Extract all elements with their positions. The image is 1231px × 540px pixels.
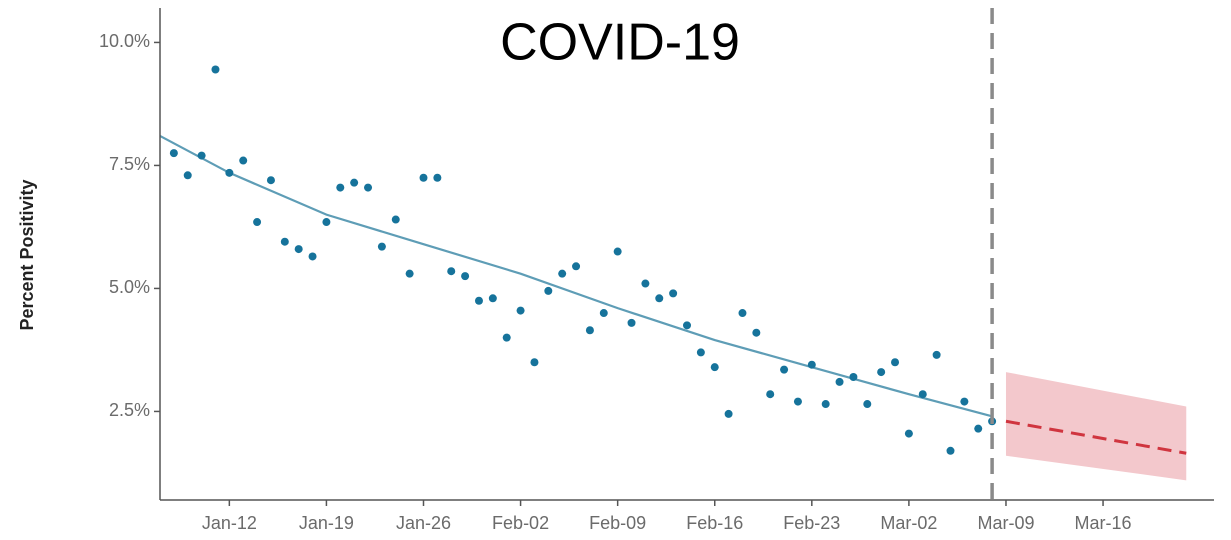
forecast-line — [1005, 419, 1187, 455]
trend-line — [159, 134, 993, 418]
y-axis-label: Percent Positivity — [17, 179, 37, 330]
y-tick-label: 2.5% — [109, 400, 150, 420]
data-point — [294, 245, 303, 254]
data-point — [572, 262, 581, 271]
data-point — [169, 149, 178, 158]
y-tick-label: 5.0% — [109, 277, 150, 297]
data-point — [904, 429, 913, 438]
data-point — [974, 424, 983, 433]
data-point — [738, 309, 747, 318]
y-tick-label: 7.5% — [109, 154, 150, 174]
data-point — [877, 368, 886, 377]
data-point — [599, 309, 608, 318]
data-point — [891, 358, 900, 367]
data-point — [183, 171, 192, 180]
data-point — [280, 237, 289, 246]
data-point — [780, 365, 789, 374]
data-point — [821, 400, 830, 409]
data-point — [502, 333, 511, 342]
data-point — [405, 269, 414, 278]
data-point — [613, 247, 622, 256]
data-point — [197, 151, 206, 160]
data-point — [419, 173, 428, 182]
data-point — [807, 360, 816, 369]
data-point — [516, 306, 525, 315]
data-point — [530, 358, 539, 367]
data-point — [752, 328, 761, 337]
data-point — [766, 390, 775, 399]
data-point — [474, 296, 483, 305]
data-point — [211, 65, 220, 74]
data-point — [391, 215, 400, 224]
data-point — [350, 178, 359, 187]
data-point — [710, 363, 719, 372]
data-point — [461, 272, 470, 281]
data-point — [308, 252, 317, 261]
chart-title: COVID-19 — [500, 14, 740, 72]
data-point — [655, 294, 664, 303]
data-point — [322, 218, 331, 227]
data-point — [835, 377, 844, 386]
x-tick-label: Jan-26 — [396, 513, 451, 533]
y-tick-label: 10.0% — [99, 31, 150, 51]
plot-area — [159, 65, 1187, 481]
data-point — [558, 269, 567, 278]
data-point — [225, 168, 234, 177]
x-tick-label: Feb-16 — [686, 513, 743, 533]
data-point — [946, 446, 955, 455]
data-point — [724, 409, 733, 418]
x-tick-label: Feb-02 — [492, 513, 549, 533]
data-point — [696, 348, 705, 357]
data-point — [932, 350, 941, 359]
forecast-band — [1005, 372, 1187, 481]
data-point — [669, 289, 678, 298]
data-point — [377, 242, 386, 251]
data-point — [863, 400, 872, 409]
data-point — [585, 326, 594, 335]
x-tick-label: Jan-12 — [202, 513, 257, 533]
data-point — [918, 390, 927, 399]
x-tick-label: Mar-16 — [1075, 513, 1132, 533]
data-point — [336, 183, 345, 192]
data-point — [960, 397, 969, 406]
data-point — [793, 397, 802, 406]
data-point — [683, 321, 691, 330]
x-tick-label: Mar-09 — [977, 513, 1034, 533]
data-point — [239, 156, 248, 165]
data-point — [627, 318, 636, 327]
data-point — [253, 218, 262, 227]
data-point — [447, 267, 456, 276]
x-tick-label: Jan-19 — [299, 513, 354, 533]
data-point — [544, 286, 553, 295]
data-point — [364, 183, 373, 192]
data-point — [488, 294, 497, 303]
x-tick-label: Mar-02 — [880, 513, 937, 533]
data-point — [266, 176, 275, 185]
x-tick-label: Feb-23 — [783, 513, 840, 533]
data-point — [849, 373, 858, 381]
data-point — [433, 173, 442, 182]
x-tick-label: Feb-09 — [589, 513, 646, 533]
data-point — [641, 279, 650, 288]
